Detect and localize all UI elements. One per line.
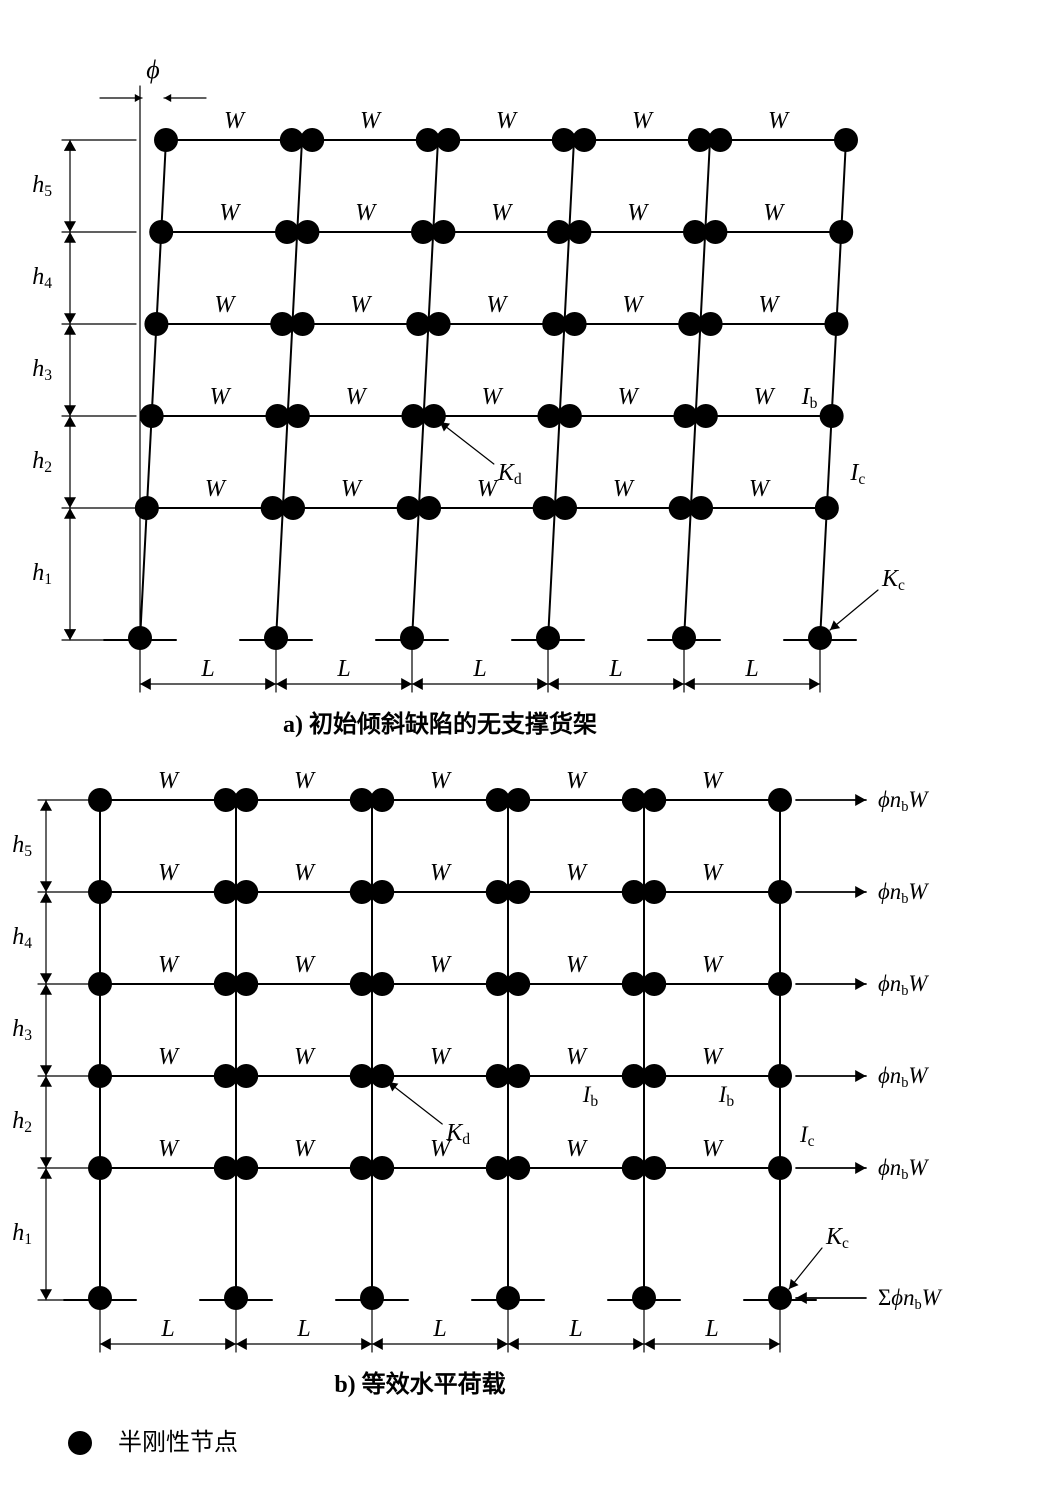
Kd-label: Kd (497, 460, 522, 488)
load-label: W (158, 1044, 180, 1070)
load-label: W (346, 384, 368, 410)
load-label: W (486, 292, 508, 318)
force-label: ϕnbW (878, 879, 929, 907)
load-label: W (430, 768, 452, 794)
load-label: W (294, 768, 316, 794)
load-label: W (355, 200, 377, 226)
load-label: W (350, 292, 372, 318)
load-label: W (294, 1044, 316, 1070)
load-label: W (491, 200, 513, 226)
load-label: W (566, 860, 588, 886)
Kc-label: Kc (881, 566, 905, 594)
column (276, 140, 302, 640)
h-dim-label: h2 (12, 1108, 32, 1136)
load-label: W (566, 1044, 588, 1070)
load-label: W (632, 108, 654, 134)
Ib-label: Ib (718, 1082, 735, 1110)
force-label: ϕnbW (878, 1063, 929, 1091)
h-dim-label: h5 (12, 832, 32, 860)
column (684, 140, 710, 640)
load-label: W (294, 952, 316, 978)
column (820, 140, 846, 640)
Ic-label: Ic (849, 460, 865, 488)
column (140, 140, 166, 640)
load-label: W (622, 292, 644, 318)
load-label: W (749, 476, 771, 502)
load-label: W (341, 476, 363, 502)
h-dim-label: h5 (32, 172, 52, 200)
L-dim-label: L (336, 656, 350, 682)
load-label: W (702, 860, 724, 886)
load-label: W (360, 108, 382, 134)
load-label: W (214, 292, 236, 318)
force-label: ϕnbW (878, 787, 929, 815)
load-label: W (768, 108, 790, 134)
column (548, 140, 574, 640)
load-label: W (702, 1136, 724, 1162)
L-dim-label: L (608, 656, 622, 682)
load-label: W (566, 768, 588, 794)
caption-a: a) 初始倾斜缺陷的无支撑货架 (283, 710, 597, 738)
force-label: ϕnbW (878, 971, 929, 999)
h-dim-label: h1 (32, 560, 52, 588)
L-dim-label: L (472, 656, 486, 682)
load-label: W (430, 1044, 452, 1070)
load-label: W (477, 476, 499, 502)
L-dim-label: L (432, 1316, 446, 1342)
L-dim-label: L (200, 656, 214, 682)
Ib-label: Ib (801, 384, 818, 412)
h-dim-label: h4 (32, 264, 52, 292)
load-label: W (758, 292, 780, 318)
figure-b: W W W W WϕnbW W W W W WϕnbW W W W W WϕnbW W W W W WϕnbW W W W W… (12, 768, 942, 1456)
load-label: W (566, 952, 588, 978)
load-label: W (158, 860, 180, 886)
load-label: W (702, 952, 724, 978)
load-label: W (430, 952, 452, 978)
load-label: W (158, 768, 180, 794)
L-dim-label: L (296, 1316, 310, 1342)
column (412, 140, 438, 640)
L-dim-label: L (744, 656, 758, 682)
load-label: W (613, 476, 635, 502)
load-label: W (294, 860, 316, 886)
L-dim-label: L (160, 1316, 174, 1342)
Ic-label: Ic (799, 1122, 815, 1150)
caption-b: b) 等效水平荷载 (334, 1370, 505, 1398)
force-label: ϕnbW (878, 1155, 929, 1183)
load-label: W (754, 384, 776, 410)
reaction-label: ΣϕnbW (878, 1285, 943, 1313)
load-label: W (210, 384, 232, 410)
load-label: W (158, 952, 180, 978)
Kd-label: Kd (445, 1120, 470, 1148)
load-label: W (219, 200, 241, 226)
phi-label: ϕ (146, 55, 159, 84)
h-dim-label: h3 (12, 1016, 32, 1044)
load-label: W (702, 1044, 724, 1070)
Kc-label: Kc (825, 1224, 849, 1252)
Ib-label: Ib (582, 1082, 599, 1110)
load-label: W (205, 476, 227, 502)
h-dim-label: h1 (12, 1220, 32, 1248)
load-label: W (224, 108, 246, 134)
h-dim-label: h4 (12, 924, 32, 952)
h-dim-label: h2 (32, 448, 52, 476)
L-dim-label: L (704, 1316, 718, 1342)
h-dim-label: h3 (32, 356, 52, 384)
load-label: W (294, 1136, 316, 1162)
load-label: W (702, 768, 724, 794)
load-label: W (430, 860, 452, 886)
load-label: W (618, 384, 640, 410)
load-label: W (158, 1136, 180, 1162)
load-label: W (763, 200, 785, 226)
load-label: W (496, 108, 518, 134)
load-label: W (482, 384, 504, 410)
load-label: W (566, 1136, 588, 1162)
legend-node-icon (68, 1431, 92, 1455)
load-label: W (627, 200, 649, 226)
legend-label: 半刚性节点 (118, 1429, 238, 1456)
figure-a: W W W W W W W W W W W W W W W W W W W W W W W W W Ib Ic Kd Kc ϕ h5 h4 h3… (32, 55, 905, 738)
L-dim-label: L (568, 1316, 582, 1342)
